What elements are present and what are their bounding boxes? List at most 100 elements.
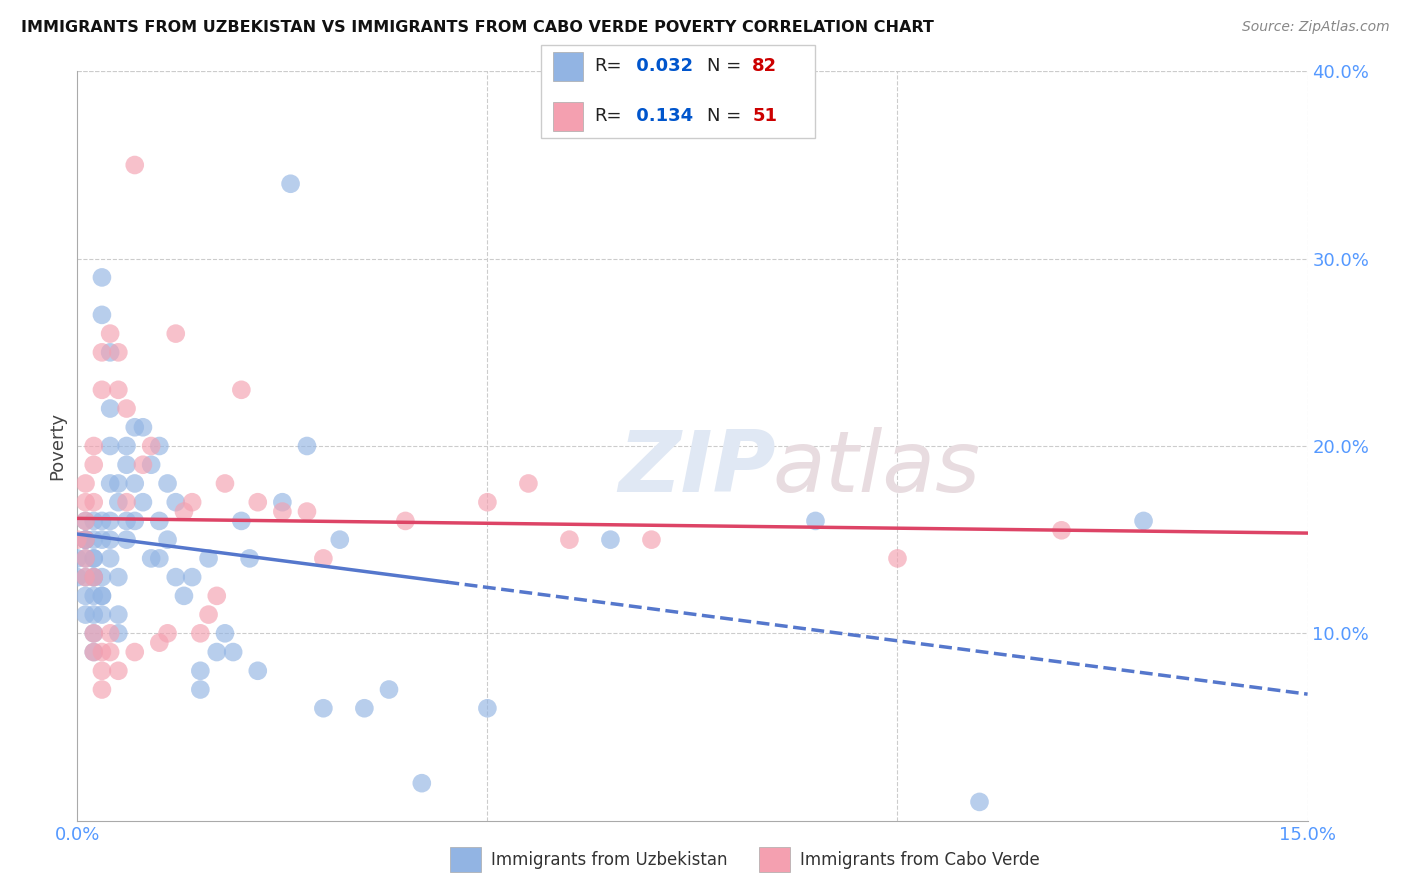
Point xyxy=(640,533,662,547)
Point xyxy=(66,570,89,584)
Point xyxy=(969,795,991,809)
Point xyxy=(90,589,114,603)
Point xyxy=(188,626,212,640)
Text: ZIP: ZIP xyxy=(619,427,776,510)
Point xyxy=(83,645,105,659)
Point xyxy=(378,682,401,697)
Point xyxy=(90,308,114,322)
Point xyxy=(804,514,827,528)
Point xyxy=(1132,514,1154,528)
Point xyxy=(90,533,114,547)
Point xyxy=(83,589,105,603)
Point xyxy=(83,626,105,640)
Point xyxy=(1050,524,1073,538)
Point xyxy=(75,533,97,547)
Point xyxy=(75,533,97,547)
Point xyxy=(90,514,114,528)
Point xyxy=(295,439,318,453)
Point xyxy=(115,514,138,528)
Point xyxy=(477,495,499,509)
Point xyxy=(156,476,179,491)
Point xyxy=(83,570,105,584)
Point xyxy=(173,589,195,603)
Point xyxy=(90,645,114,659)
Point xyxy=(107,570,129,584)
Point xyxy=(107,626,129,640)
Point xyxy=(83,607,105,622)
Point xyxy=(90,383,114,397)
Point xyxy=(173,505,195,519)
Point xyxy=(98,551,121,566)
Point xyxy=(246,664,269,678)
Point xyxy=(90,607,114,622)
Point xyxy=(141,439,163,453)
Point xyxy=(83,551,105,566)
Point xyxy=(83,533,105,547)
Text: Immigrants from Cabo Verde: Immigrants from Cabo Verde xyxy=(800,851,1040,869)
Point xyxy=(205,645,228,659)
Point xyxy=(132,495,155,509)
Point xyxy=(329,533,352,547)
Point xyxy=(98,439,121,453)
Point xyxy=(148,551,170,566)
Point xyxy=(165,570,187,584)
Point xyxy=(214,476,236,491)
Point xyxy=(353,701,375,715)
Point xyxy=(90,664,114,678)
Point xyxy=(83,551,105,566)
Point xyxy=(165,326,187,341)
Point xyxy=(239,551,262,566)
Text: R=: R= xyxy=(595,57,623,76)
Point xyxy=(271,495,294,509)
Point xyxy=(98,401,121,416)
Point xyxy=(90,682,114,697)
Point xyxy=(75,514,97,528)
Point xyxy=(83,458,105,472)
Point xyxy=(75,495,97,509)
Point xyxy=(98,645,121,659)
Point xyxy=(188,682,212,697)
Y-axis label: Poverty: Poverty xyxy=(48,412,66,480)
Point xyxy=(107,345,129,359)
Point xyxy=(148,635,170,649)
Point xyxy=(148,439,170,453)
Point xyxy=(197,607,219,622)
Point xyxy=(83,514,105,528)
Point xyxy=(132,458,155,472)
Point xyxy=(75,533,97,547)
Point xyxy=(75,607,97,622)
Point xyxy=(271,505,294,519)
Point xyxy=(280,177,302,191)
Point xyxy=(124,645,146,659)
Point xyxy=(98,326,121,341)
Point xyxy=(83,626,105,640)
Point xyxy=(75,551,97,566)
Point xyxy=(107,476,129,491)
Point xyxy=(98,345,121,359)
Point xyxy=(156,626,179,640)
Point xyxy=(83,645,105,659)
Point xyxy=(124,420,146,434)
Point xyxy=(205,589,228,603)
Text: 0.032: 0.032 xyxy=(630,57,693,76)
Point xyxy=(75,551,97,566)
Point xyxy=(477,701,499,715)
Point xyxy=(90,270,114,285)
Point xyxy=(98,476,121,491)
Point xyxy=(115,533,138,547)
Point xyxy=(141,551,163,566)
Point xyxy=(98,514,121,528)
Point xyxy=(246,495,269,509)
Point xyxy=(295,505,318,519)
Point xyxy=(312,551,335,566)
Point xyxy=(107,664,129,678)
Point xyxy=(222,645,245,659)
Point xyxy=(75,476,97,491)
Point xyxy=(214,626,236,640)
Point xyxy=(75,570,97,584)
Point xyxy=(66,551,89,566)
Point xyxy=(558,533,581,547)
Point xyxy=(90,345,114,359)
Point xyxy=(124,514,146,528)
Point xyxy=(231,514,253,528)
